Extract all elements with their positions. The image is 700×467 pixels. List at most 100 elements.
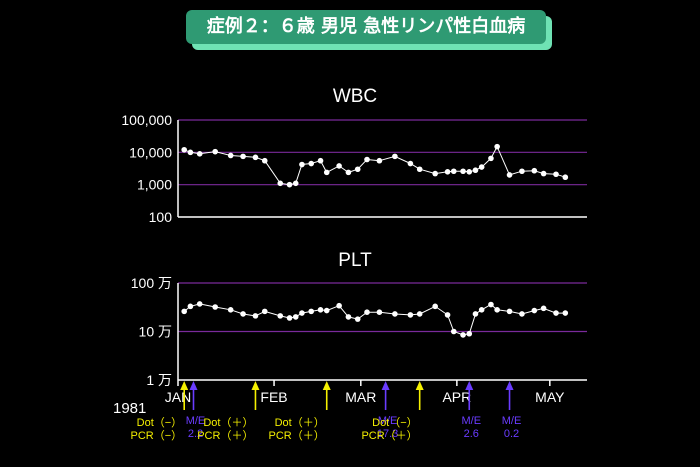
month-label: JAN: [165, 389, 191, 405]
plt-data-point: [196, 301, 203, 307]
wbc-data-point: [376, 157, 383, 164]
plt-data-point: [376, 309, 383, 315]
plt-data-point: [286, 315, 293, 321]
wbc-data-point: [277, 180, 284, 187]
plt-data-point: [364, 309, 370, 315]
page-title: 症例２：６歳 男児 急性リンパ性白血病: [206, 16, 526, 37]
me-label: M/E: [461, 415, 481, 427]
dot-result-label: Dot（＋）: [203, 416, 253, 429]
plt-data-point: [345, 314, 352, 320]
wbc-data-point: [240, 153, 246, 160]
pcr-result-label: PCR（−）: [131, 429, 183, 442]
wbc-data-point: [212, 148, 218, 155]
year-label: 1981: [113, 400, 146, 417]
title-box: [186, 10, 546, 44]
plt-data-point: [227, 307, 234, 313]
plt-data-point: [317, 307, 324, 313]
me-arrow-head: [505, 381, 514, 390]
wbc-data-point: [196, 151, 203, 157]
wbc-data-point: [562, 174, 569, 181]
plt-data-point: [299, 310, 305, 316]
plt-data-point: [444, 312, 451, 318]
wbc-data-point: [460, 168, 466, 175]
wbc-data-point: [531, 167, 538, 174]
plt-data-point: [506, 308, 513, 315]
wbc-data-point: [299, 161, 305, 168]
plt-data-point: [466, 330, 473, 337]
me-arrow-head: [189, 381, 198, 390]
plt-data-point: [553, 310, 559, 316]
dot-pcr-arrow-head: [322, 381, 331, 390]
plt-data-point: [432, 303, 438, 310]
wbc-ytick-label: 100: [149, 209, 173, 225]
dot-pcr-arrow-head: [251, 381, 260, 390]
month-label: MAY: [535, 389, 565, 405]
wbc-data-point: [227, 152, 234, 159]
wbc-data-point: [466, 168, 473, 175]
plt-data-point: [450, 328, 457, 335]
plt-data-point: [277, 313, 284, 319]
plt-data-point: [336, 302, 342, 309]
wbc-data-point: [553, 171, 559, 178]
plt-data-point: [531, 307, 538, 314]
plt-data-point: [252, 313, 259, 319]
plt-data-point: [562, 310, 569, 316]
me-label: M/E: [502, 415, 522, 427]
me-value: 0.2: [504, 428, 519, 440]
pcr-result-label: PCR（＋）: [268, 429, 324, 442]
plt-data-point: [187, 303, 194, 310]
plt-data-point: [292, 314, 299, 320]
wbc-data-point: [317, 157, 324, 164]
wbc-data-point: [519, 168, 525, 175]
plt-series-line: [183, 303, 566, 336]
plt-data-point: [240, 311, 246, 317]
me-value: 17.3: [377, 428, 398, 440]
plt-chart-title: PLT: [338, 250, 372, 271]
dot-pcr-arrow-head: [180, 381, 189, 390]
plt-data-point: [472, 311, 479, 317]
dot-pcr-arrow-head: [415, 381, 424, 390]
wbc-data-point: [540, 170, 547, 177]
me-value: 2.6: [464, 428, 479, 440]
dot-result-label: Dot（−）: [372, 416, 418, 429]
plt-data-point: [519, 311, 525, 317]
wbc-data-point: [407, 160, 414, 167]
month-label: FEB: [260, 389, 287, 405]
wbc-data-point: [292, 180, 299, 187]
plt-data-point: [354, 316, 361, 322]
wbc-data-point: [286, 181, 293, 188]
wbc-data-point: [506, 172, 513, 178]
plt-data-point: [488, 301, 494, 308]
wbc-data-point: [432, 170, 438, 177]
wbc-data-point: [345, 169, 352, 176]
wbc-ytick-label: 1,000: [137, 177, 172, 193]
plt-ytick-label: 10 万: [139, 324, 172, 340]
wbc-data-point: [478, 164, 485, 170]
me-label: M/E: [186, 415, 206, 427]
dot-result-label: Dot（−）: [137, 416, 183, 429]
wbc-data-point: [336, 163, 342, 169]
plt-ytick-label: 100 万: [131, 275, 172, 291]
plt-data-point: [181, 308, 187, 315]
plt-data-point: [323, 307, 330, 314]
wbc-data-point: [261, 157, 268, 164]
plt-data-point: [308, 308, 315, 315]
pcr-result-label: PCR（＋）: [361, 429, 417, 442]
plt-ytick-label: 1 万: [146, 372, 172, 388]
dot-result-label: Dot（＋）: [275, 416, 325, 429]
plt-data-point: [392, 311, 398, 317]
month-label: MAR: [345, 389, 376, 405]
wbc-ytick-label: 100,000: [121, 112, 172, 128]
wbc-data-point: [494, 143, 500, 150]
wbc-data-point: [450, 168, 457, 175]
wbc-data-point: [181, 146, 187, 153]
wbc-data-point: [392, 153, 398, 160]
plt-data-point: [416, 311, 423, 317]
me-value: 2.2: [188, 428, 203, 440]
plt-data-point: [540, 305, 547, 312]
plt-data-point: [494, 307, 500, 313]
wbc-data-point: [472, 167, 479, 174]
wbc-data-point: [323, 169, 330, 176]
me-label: M/E: [378, 415, 398, 427]
